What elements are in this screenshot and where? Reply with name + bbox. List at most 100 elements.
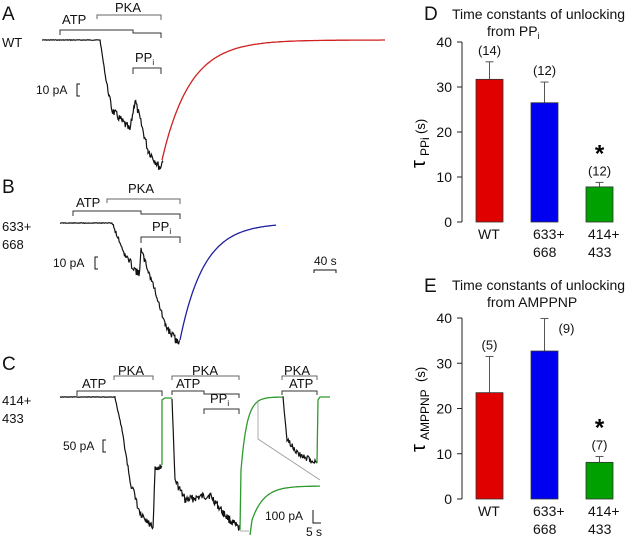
- inset-scale-bar: [312, 510, 321, 524]
- y-tick-label: 0: [444, 214, 452, 230]
- n-label: (12): [533, 63, 556, 78]
- pka-bar-c3: [281, 375, 318, 380]
- pka-label-a: PKA: [115, 0, 141, 15]
- scale-bar-b: [94, 256, 98, 270]
- n-label: (14): [478, 43, 501, 58]
- x-tick-label: 633+: [533, 226, 565, 242]
- chart-subtitle-d: from PPi: [487, 23, 540, 41]
- x-tick-label: 414+: [588, 503, 620, 519]
- bar: [585, 186, 614, 223]
- scale-bar-a: [76, 83, 80, 97]
- pka-bar-a: [96, 14, 162, 20]
- atp-label-c2: ATP: [176, 376, 200, 391]
- y-tick-label: 20: [436, 401, 452, 417]
- pka-label-b: PKA: [128, 181, 154, 196]
- bar: [530, 102, 559, 223]
- panel-b: B 633+ 668 10 pA 40 s ATP PKA PPi: [2, 177, 337, 345]
- ppi-label-c: PPi: [210, 391, 229, 408]
- atp-bar-b: [72, 210, 181, 219]
- y-tick-label: 10: [436, 446, 452, 462]
- x-tick-label: 433: [588, 244, 612, 260]
- pka-label-c2: PKA: [192, 363, 218, 378]
- atp-label-b: ATP: [76, 195, 100, 210]
- panel-d: D Time constants of unlocking from PPi τ…: [408, 4, 625, 260]
- inset-fit-curve: [249, 485, 320, 536]
- scale-label-c: 50 pA: [63, 439, 94, 453]
- chart-title-d: Time constants of unlocking: [452, 6, 625, 22]
- panel-letter-e: E: [424, 276, 437, 297]
- svg-text:τ: τ: [408, 160, 430, 168]
- pka-bar-c2: [171, 375, 240, 380]
- bar: [475, 392, 504, 500]
- row-label-633-1: 633+: [2, 219, 31, 234]
- inset-connector: [257, 400, 321, 481]
- pka-label-c1: PKA: [118, 363, 144, 378]
- n-label: (5): [482, 337, 498, 352]
- svg-text:AMPPNP: AMPPNP: [418, 389, 432, 440]
- pka-label-c3: PKA: [284, 363, 310, 378]
- scale-bar-c: [102, 439, 106, 453]
- pka-bar-b: [106, 198, 181, 204]
- svg-text:τ: τ: [408, 444, 430, 452]
- y-tick-label: 10: [436, 169, 452, 185]
- svg-text:(s): (s): [413, 119, 428, 134]
- atp-label-c1: ATP: [82, 376, 106, 391]
- row-label-wt: WT: [2, 35, 22, 50]
- n-label: (9): [559, 321, 575, 336]
- y-tick-label: 30: [436, 355, 452, 371]
- x-tick-label: 668: [533, 521, 557, 537]
- panel-letter-c: C: [2, 354, 16, 375]
- x-tick-label: 668: [533, 244, 557, 260]
- significance-star: *: [595, 140, 605, 167]
- inset-scale-time: 5 s: [306, 525, 322, 539]
- y-tick-label: 40: [436, 34, 452, 50]
- current-trace-a: [42, 39, 164, 170]
- x-tick-label: 414+: [588, 226, 620, 242]
- x-tick-label: 633+: [533, 503, 565, 519]
- x-tick-label: 433: [588, 521, 612, 537]
- bar: [585, 461, 614, 500]
- atp-label-a: ATP: [62, 12, 86, 27]
- svg-text:(s): (s): [413, 367, 428, 382]
- y-tick-label: 40: [436, 310, 452, 326]
- ppi-bar-c: [203, 408, 240, 414]
- row-label-414-1: 414+: [2, 393, 31, 408]
- panel-letter-b: B: [2, 177, 15, 198]
- n-label: (12): [588, 163, 611, 178]
- svg-text:PPi: PPi: [418, 137, 432, 156]
- atp-bar-a: [59, 29, 162, 38]
- scale-label-a: 10 pA: [36, 83, 67, 97]
- time-scale-bar-b: [313, 269, 337, 273]
- y-tick-label: 20: [436, 124, 452, 140]
- chart-subtitle-e: from AMPPNP: [487, 294, 577, 310]
- current-trace-c3: [282, 396, 318, 465]
- y-tick-label: 30: [436, 79, 452, 95]
- significance-star: *: [595, 414, 605, 441]
- time-scale-label-b: 40 s: [314, 254, 337, 268]
- panel-letter-a: A: [2, 4, 15, 25]
- y-tick-label: 0: [444, 491, 452, 507]
- panel-e: E Time constants of unlocking from AMPPN…: [408, 276, 625, 537]
- current-trace-b: [59, 221, 181, 345]
- current-trace-c1: [59, 395, 163, 530]
- x-tick-label: WT: [478, 226, 500, 242]
- fit-curve-b: [179, 224, 277, 341]
- atp-bar-c1: [76, 390, 163, 396]
- pka-bar-c1: [113, 375, 154, 380]
- ppi-bar-b: [140, 236, 181, 243]
- panel-a: A WT 10 pA ATP PKA PPi: [2, 0, 385, 170]
- ppi-label-a: PPi: [135, 50, 154, 67]
- ppi-bar-a: [132, 67, 162, 74]
- chart-title-e: Time constants of unlocking: [452, 277, 625, 293]
- fit-curve-c3: [316, 396, 330, 464]
- y-axis-label-e: τ AMPPNP (s): [408, 367, 432, 452]
- fit-curve-a: [161, 39, 385, 161]
- fit-curve-c2: [239, 396, 283, 531]
- atp-bar-c3: [281, 390, 318, 395]
- atp-label-c3: ATP: [289, 376, 313, 391]
- panel-letter-d: D: [424, 4, 438, 25]
- current-trace-c2: [171, 398, 241, 531]
- fit-curve-c1: [161, 397, 172, 465]
- panel-c: C 414+ 433 50 pA ATP PKA ATP PKA PPi PKA…: [2, 354, 330, 539]
